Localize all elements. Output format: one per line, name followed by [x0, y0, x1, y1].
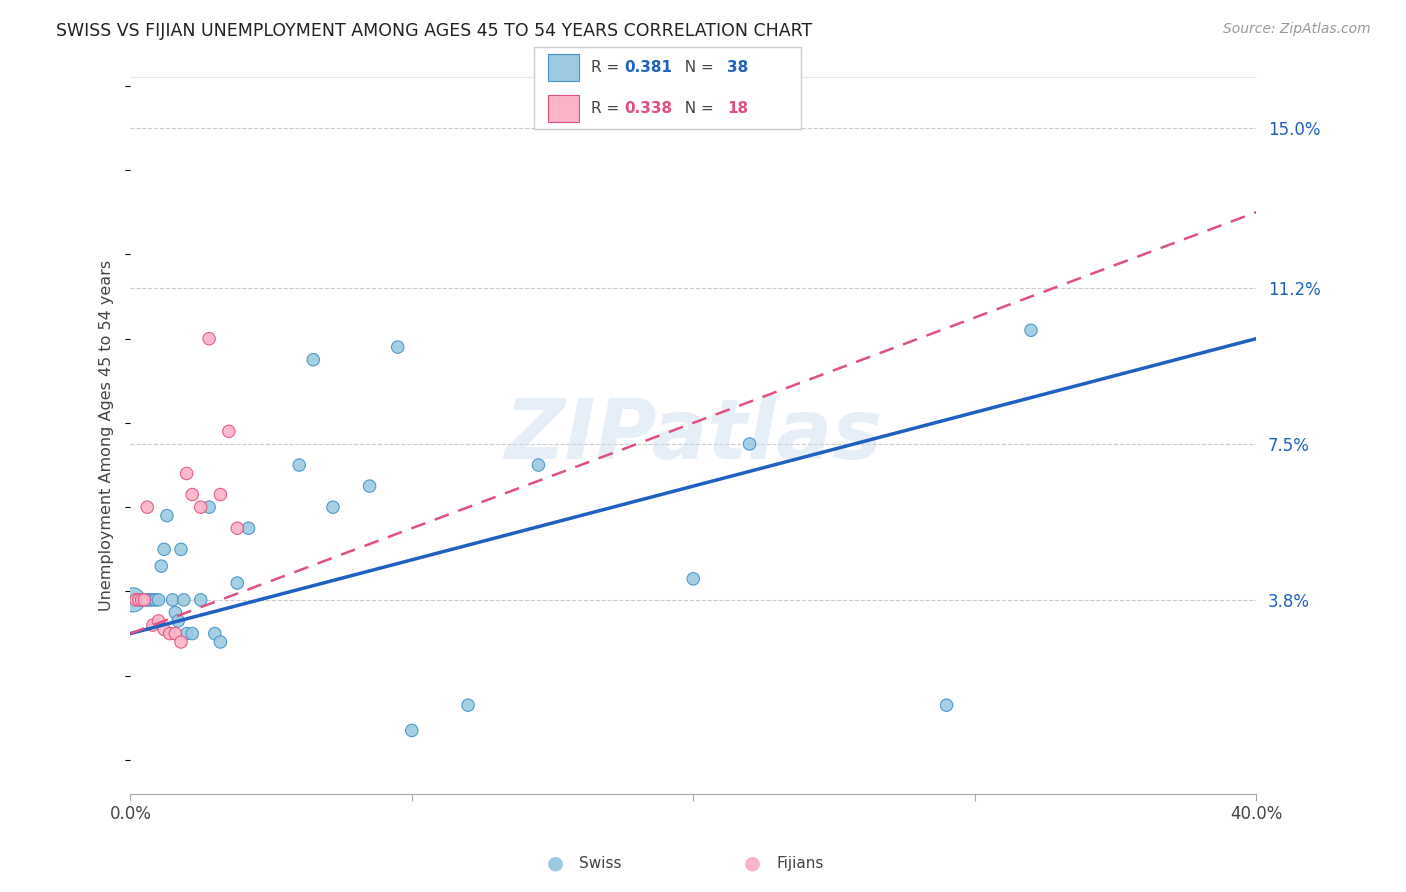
Y-axis label: Unemployment Among Ages 45 to 54 years: Unemployment Among Ages 45 to 54 years	[100, 260, 114, 611]
Text: 0.381: 0.381	[624, 60, 672, 75]
Point	[170, 635, 193, 649]
Point	[238, 521, 260, 535]
Point	[1019, 323, 1042, 337]
Text: Fijians: Fijians	[776, 856, 824, 871]
Text: R =: R =	[591, 60, 624, 75]
Point	[401, 723, 423, 738]
Text: 18: 18	[727, 101, 748, 116]
Point	[125, 592, 148, 607]
Point	[218, 425, 240, 439]
Point	[125, 592, 148, 607]
Point	[142, 592, 165, 607]
Point	[153, 623, 176, 637]
Point	[134, 592, 156, 607]
Point	[142, 618, 165, 632]
Point	[359, 479, 381, 493]
Point	[167, 614, 190, 628]
Text: SWISS VS FIJIAN UNEMPLOYMENT AMONG AGES 45 TO 54 YEARS CORRELATION CHART: SWISS VS FIJIAN UNEMPLOYMENT AMONG AGES …	[56, 22, 813, 40]
Point	[122, 592, 145, 607]
Text: N =: N =	[675, 60, 718, 75]
Point	[181, 626, 204, 640]
Point	[682, 572, 704, 586]
Point	[288, 458, 311, 472]
Point	[128, 592, 150, 607]
Point	[176, 467, 198, 481]
Point	[165, 606, 187, 620]
Text: 38: 38	[727, 60, 748, 75]
Point	[131, 592, 153, 607]
Point	[198, 332, 221, 346]
Point	[136, 592, 159, 607]
Point	[134, 592, 156, 607]
Point	[387, 340, 409, 354]
Point	[302, 352, 325, 367]
Text: ●: ●	[547, 854, 564, 873]
Point	[139, 592, 162, 607]
Point	[204, 626, 226, 640]
Point	[162, 592, 184, 607]
Point	[128, 592, 150, 607]
Point	[190, 592, 212, 607]
Point	[181, 487, 204, 501]
Point	[457, 698, 479, 713]
Text: R =: R =	[591, 101, 624, 116]
Point	[156, 508, 179, 523]
Point	[148, 614, 170, 628]
Point	[173, 592, 195, 607]
Point	[136, 500, 159, 515]
Point	[738, 437, 761, 451]
Point	[226, 576, 249, 591]
Text: Swiss: Swiss	[579, 856, 621, 871]
Point	[322, 500, 344, 515]
Point	[198, 500, 221, 515]
Text: ZIPatlas: ZIPatlas	[505, 395, 882, 476]
Point	[176, 626, 198, 640]
Point	[165, 626, 187, 640]
Point	[935, 698, 957, 713]
Point	[159, 626, 181, 640]
Point	[145, 592, 167, 607]
Point	[170, 542, 193, 557]
Text: N =: N =	[675, 101, 718, 116]
Text: ●: ●	[744, 854, 761, 873]
Point	[190, 500, 212, 515]
Point	[150, 559, 173, 574]
Text: 0.338: 0.338	[624, 101, 672, 116]
Point	[226, 521, 249, 535]
Point	[527, 458, 550, 472]
Point	[209, 487, 232, 501]
Point	[209, 635, 232, 649]
Point	[153, 542, 176, 557]
Point	[131, 592, 153, 607]
Point	[148, 592, 170, 607]
Text: Source: ZipAtlas.com: Source: ZipAtlas.com	[1223, 22, 1371, 37]
